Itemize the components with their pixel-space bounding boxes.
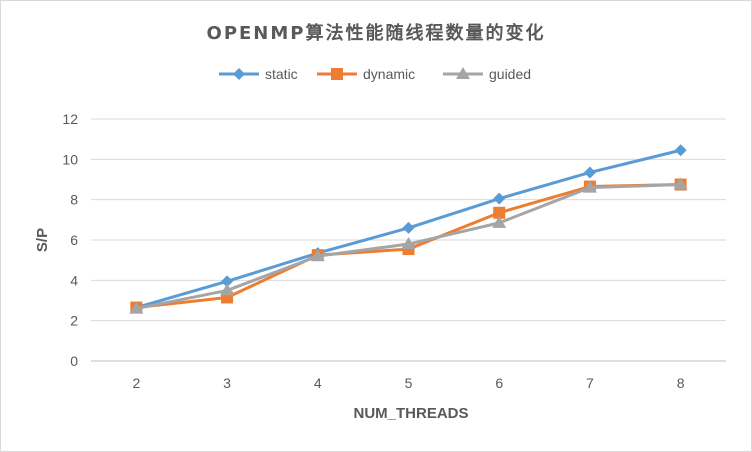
x-tick-label: 5 [405,375,413,391]
legend-item-guided: guided [443,66,531,82]
y-tick-label: 6 [70,232,78,248]
series [129,144,688,314]
data-point-static [493,192,506,205]
x-axis-title: NUM_THREADS [353,405,468,422]
legend-label: static [265,66,298,82]
data-point-guided [129,301,144,314]
data-point-static [674,144,687,157]
series-static [130,144,687,314]
x-tick-label: 4 [314,375,322,391]
y-tick-label: 0 [70,353,78,369]
data-point-static [221,275,234,288]
legend-label: guided [489,66,531,82]
legend-label: dynamic [363,66,415,82]
legend-marker [233,68,245,80]
y-tick-label: 4 [70,272,78,288]
chart-title: OPENMP算法性能随线程数量的变化 [206,23,546,44]
data-point-guided [492,215,507,228]
legend-marker [331,68,343,80]
data-point-static [583,166,596,179]
x-tick-label: 3 [223,375,231,391]
x-tick-label: 8 [677,375,685,391]
data-point-dynamic [493,206,506,219]
gridlines [91,118,726,322]
x-tick-label: 7 [586,375,594,391]
x-tick-label: 2 [132,375,140,391]
y-tick-label: 12 [62,111,78,127]
data-point-guided [582,180,597,193]
data-point-guided [673,177,688,190]
y-tick-label: 8 [70,192,78,208]
axes: 0 2 4 6 8 10 12 2 3 4 5 6 7 8 [62,111,726,391]
legend-item-dynamic: dynamic [317,66,415,82]
legend-item-static: static [219,66,298,82]
legend: static dynamic guided [219,66,531,82]
data-point-static [402,221,415,234]
series-guided [129,177,688,314]
data-point-guided [310,249,325,262]
data-point-guided [220,283,235,296]
data-point-guided [401,237,416,250]
x-tick-label: 6 [495,375,503,391]
y-axis-title: S/P [34,228,51,252]
legend-marker [456,67,470,79]
y-tick-label: 2 [70,313,78,329]
y-tick-label: 10 [62,151,78,167]
